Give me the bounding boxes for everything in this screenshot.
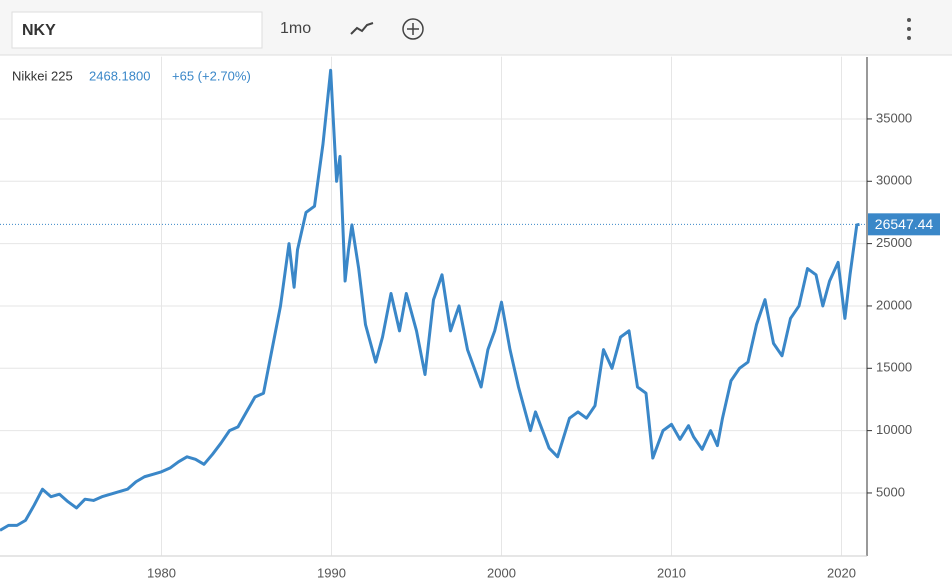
price-line [0,68,860,532]
y-tick-label: 15000 [876,360,912,375]
legend-name: Nikkei 225 [12,68,73,83]
chart-type-icon[interactable] [350,22,374,35]
y-tick-label: 20000 [876,297,912,312]
y-tick-label: 25000 [876,235,912,250]
y-tick-label: 10000 [876,422,912,437]
y-tick-label: 5000 [876,484,905,499]
y-tick-label: 30000 [876,173,912,188]
legend-price: 2468.1800 [89,68,150,83]
x-tick-label: 1980 [147,565,176,580]
last-value-box [868,213,940,236]
y-tick-label: 35000 [876,110,912,125]
x-tick-label: 1990 [317,565,346,580]
period-button[interactable]: 1mo [280,20,311,37]
last-value-label: 26547.44 [875,216,934,232]
x-tick-label: 2020 [827,565,856,580]
x-tick-label: 2000 [487,565,516,580]
x-tick-label: 2010 [657,565,686,580]
symbol-text: NKY [22,22,56,39]
symbol-input[interactable] [11,11,263,49]
compare-icon[interactable] [402,18,424,40]
legend-change: +65 (+2.70%) [172,68,251,83]
menu-icon[interactable] [907,18,911,40]
